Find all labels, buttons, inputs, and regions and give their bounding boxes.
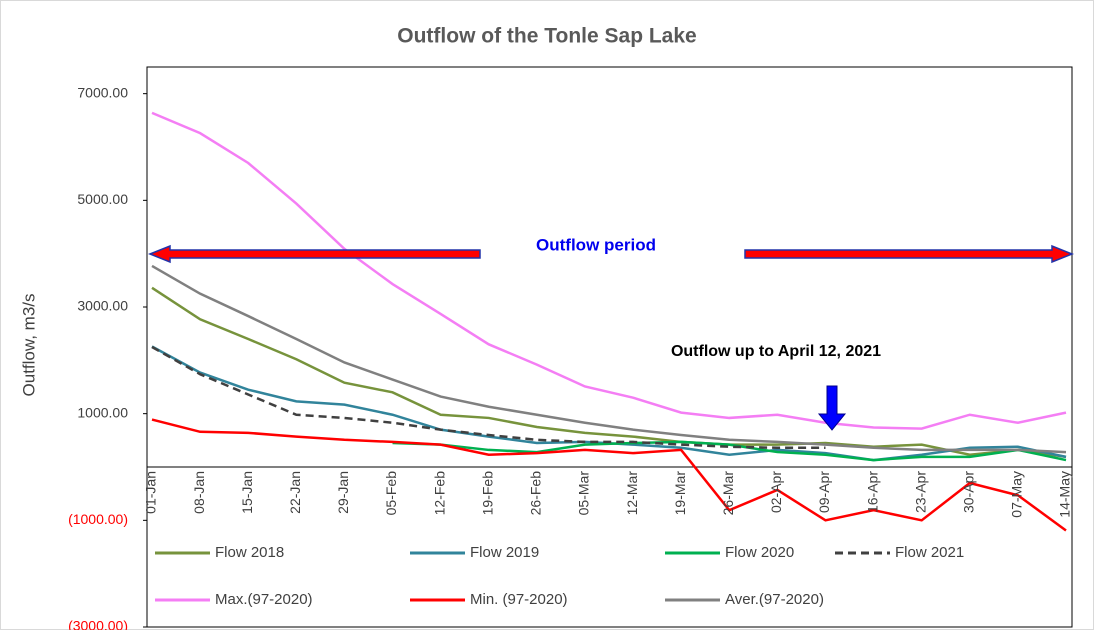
y-tick-label: 7000.00 <box>77 84 128 100</box>
x-tick-label: 14-May <box>1057 471 1073 518</box>
y-tick-label: 1000.00 <box>77 404 128 420</box>
x-tick-label: 01-Jan <box>143 471 159 514</box>
series-line <box>151 286 1067 459</box>
series-line <box>151 264 1067 454</box>
x-tick-label: 05-Feb <box>383 471 399 516</box>
series-line <box>392 440 1067 462</box>
legend-label: Flow 2020 <box>725 544 794 561</box>
plot-area <box>147 111 1072 532</box>
series-line <box>151 418 1067 532</box>
annotation: Outflow up to April 12, 2021 <box>671 343 881 360</box>
chart-title: Outflow of the Tonle Sap Lake <box>397 25 696 48</box>
x-tick-label: 30-Apr <box>960 471 976 513</box>
x-tick-label: 26-Mar <box>720 471 736 516</box>
x-tick-label: 29-Jan <box>335 471 351 514</box>
x-tick-label: 08-Jan <box>191 471 207 514</box>
x-tick-label: 09-Apr <box>816 471 832 513</box>
series-line <box>151 111 1067 430</box>
x-tick-label: 02-Apr <box>768 471 784 513</box>
x-tick-label: 23-Apr <box>912 471 928 513</box>
legend-label: Max.(97-2020) <box>215 591 313 608</box>
y-tick-label: (1000.00) <box>68 511 128 527</box>
series-line <box>151 345 826 450</box>
x-tick-label: 12-Feb <box>431 471 447 516</box>
annotation-arrow <box>817 385 847 431</box>
legend-label: Flow 2018 <box>215 544 284 561</box>
x-tick-label: 26-Feb <box>528 471 544 516</box>
legend-label: Flow 2021 <box>895 544 964 561</box>
plot-frame <box>146 66 1073 628</box>
x-tick-label: 19-Mar <box>672 471 688 516</box>
x-tick-label: 15-Jan <box>239 471 255 514</box>
x-tick-label: 12-Mar <box>624 471 640 516</box>
y-tick-label: 3000.00 <box>77 298 128 314</box>
period-arrow-right <box>744 244 1075 264</box>
y-tick-label: (3000.00) <box>68 618 128 630</box>
annotation: Outflow period <box>536 235 656 254</box>
x-tick-label: 22-Jan <box>287 471 303 514</box>
y-axis-label: Outflow, m3/s <box>19 294 38 397</box>
legend-label: Flow 2019 <box>470 544 539 561</box>
y-tick-label: 5000.00 <box>77 191 128 207</box>
legend-label: Min. (97-2020) <box>470 591 568 608</box>
x-tick-label: 19-Feb <box>479 471 495 516</box>
x-tick-label: 05-Mar <box>576 471 592 516</box>
x-tick-label: 16-Apr <box>864 471 880 513</box>
x-tick-label: 07-May <box>1009 471 1025 518</box>
period-arrow-left <box>147 244 481 264</box>
legend-label: Aver.(97-2020) <box>725 591 824 608</box>
